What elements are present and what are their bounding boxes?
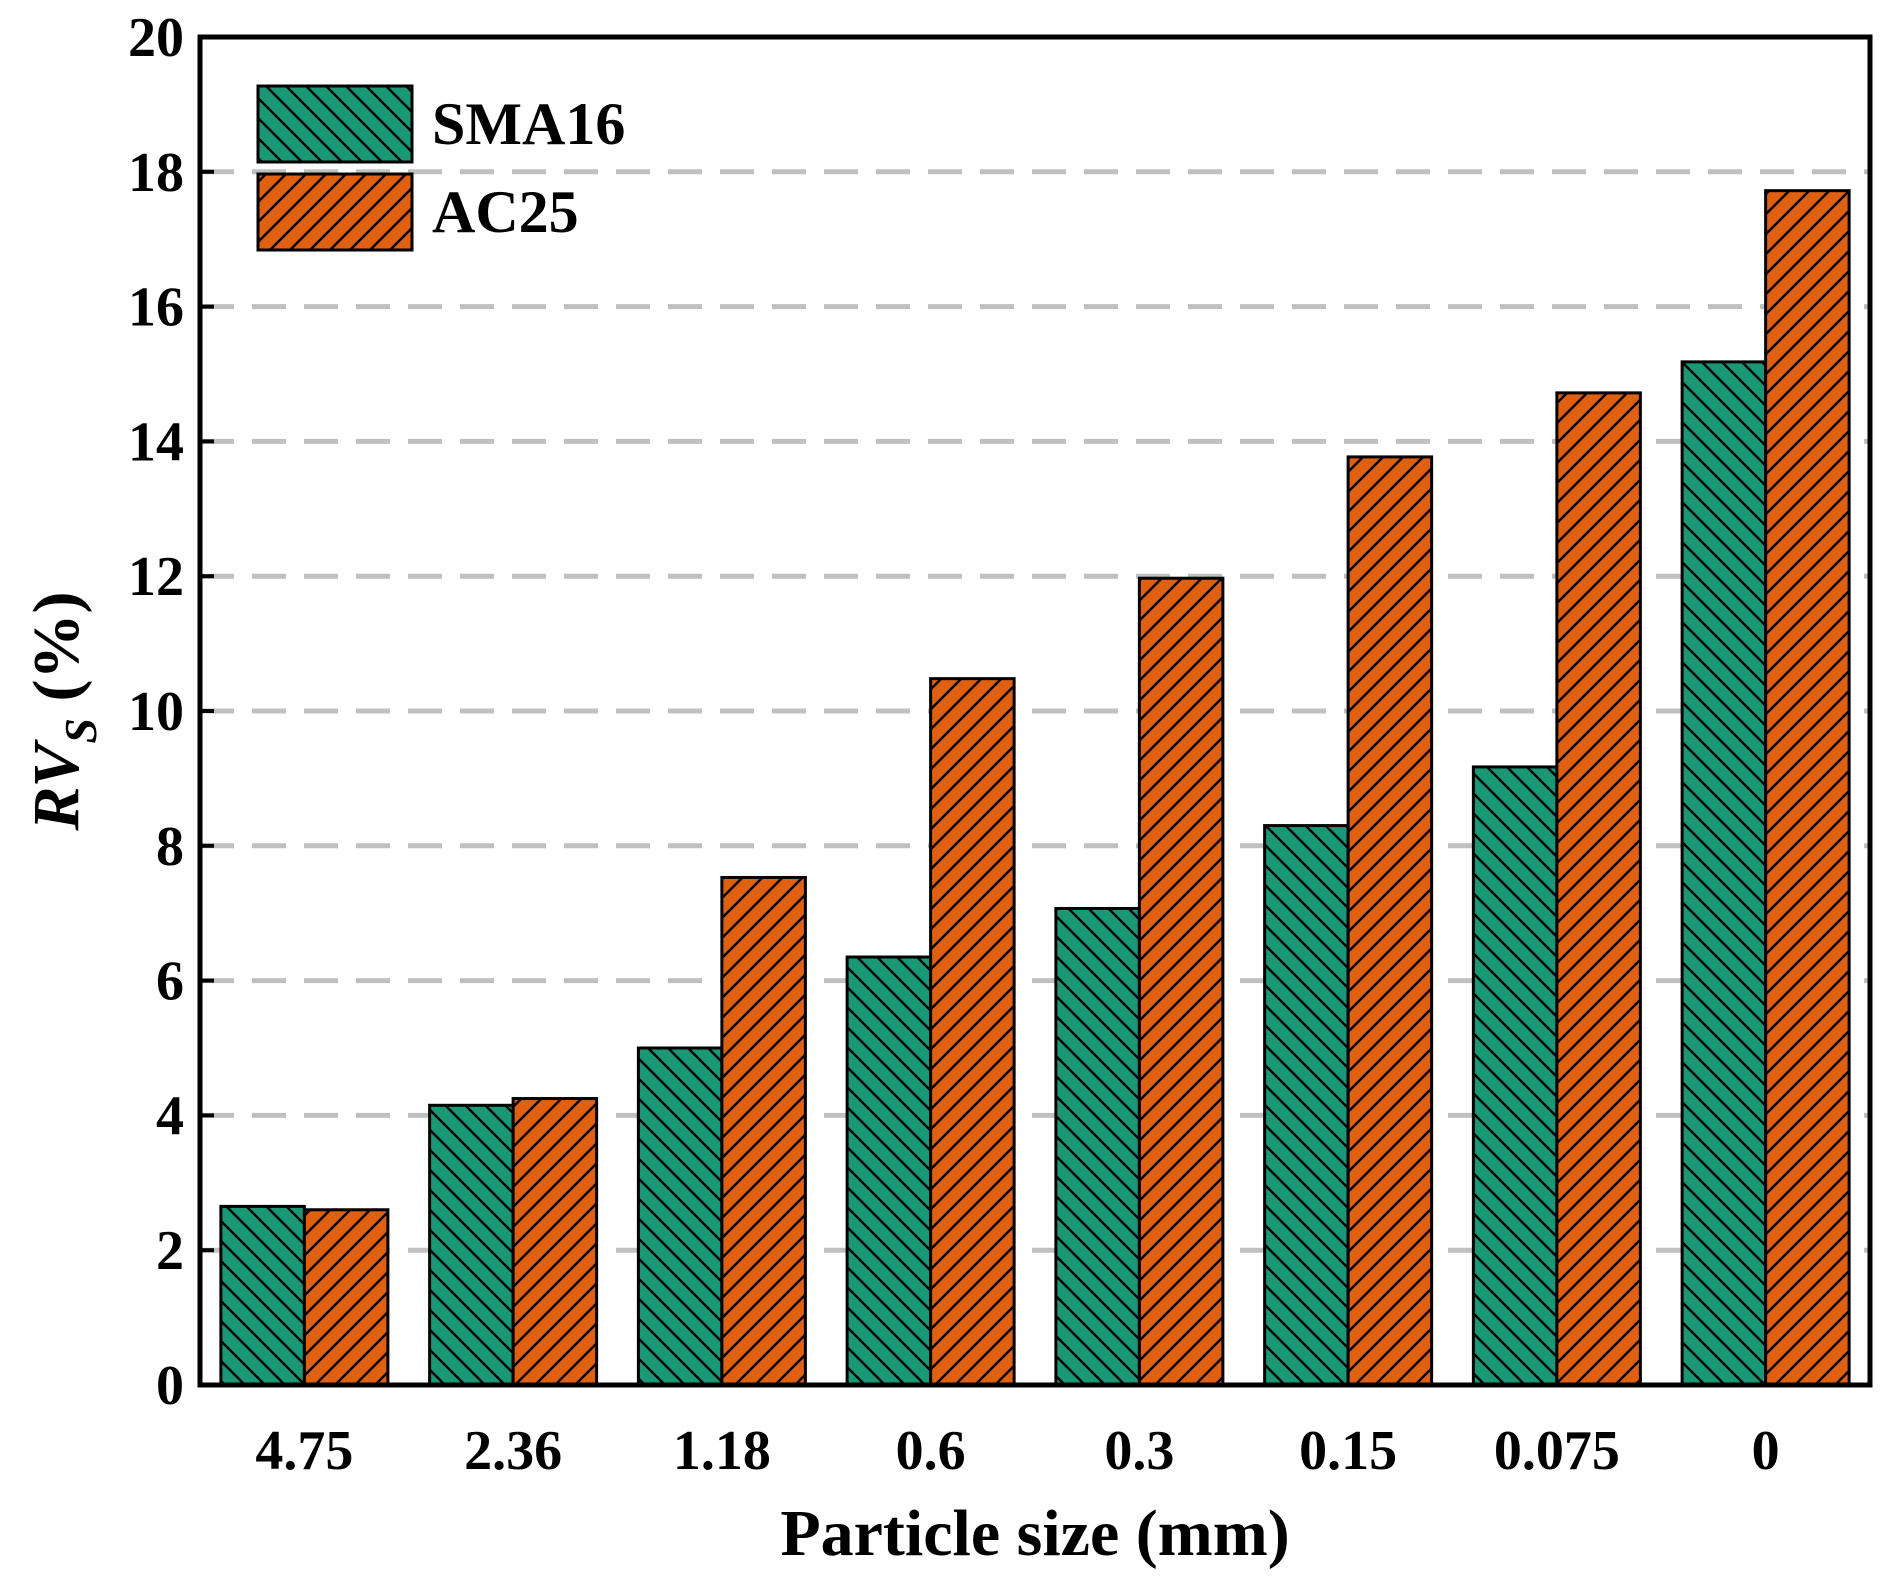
bar-SMA16-1.18: [636, 1046, 724, 1387]
y-axis-ticks: 0 2 4 6 8 10 12 14 16 18 20: [128, 7, 214, 1417]
y-tick-label-20: 20: [128, 7, 184, 69]
bar-AC25-0: [1764, 189, 1851, 1387]
y-tick-label-18: 18: [128, 142, 184, 204]
bar-AC25-0.3: [1137, 576, 1225, 1387]
bar-AC25-0.15: [1346, 455, 1434, 1387]
y-axis-title: RVS (%): [20, 592, 106, 832]
y-axis-title-subscript: S: [55, 718, 106, 744]
y-tick-label-6: 6: [156, 951, 184, 1013]
x-tick-label-0.075: 0.075: [1494, 1420, 1620, 1482]
legend-swatch-AC25: [256, 172, 414, 252]
bar-SMA16-0.075: [1471, 765, 1559, 1387]
bar-SMA16-0.6: [845, 955, 933, 1387]
bar-SMA16-0.15: [1263, 824, 1350, 1387]
bar-SMA16-2.36: [428, 1103, 515, 1387]
bars: [219, 189, 1851, 1387]
x-tick-label-2.36: 2.36: [464, 1420, 562, 1482]
y-tick-label-4: 4: [156, 1085, 184, 1147]
bar-AC25-1.18: [720, 875, 807, 1387]
legend-label-AC25: AC25: [432, 179, 579, 245]
bar-AC25-0.6: [929, 677, 1016, 1387]
y-tick-label-2: 2: [156, 1220, 184, 1282]
y-tick-label-16: 16: [128, 277, 184, 339]
bar-AC25-2.36: [511, 1097, 599, 1387]
y-tick-label-14: 14: [128, 411, 184, 473]
bar-SMA16-4.75: [219, 1204, 306, 1387]
x-tick-label-0.15: 0.15: [1299, 1420, 1397, 1482]
x-tick-label-1.18: 1.18: [673, 1420, 771, 1482]
y-axis-title-suffix: (%): [20, 592, 93, 718]
y-tick-label-10: 10: [128, 681, 184, 743]
bar-SMA16-0: [1680, 360, 1768, 1387]
bar-SMA16-0.3: [1054, 906, 1141, 1387]
bar-AC25-0.075: [1555, 391, 1642, 1387]
x-tick-label-4.75: 4.75: [255, 1420, 353, 1482]
x-tick-label-0.6: 0.6: [896, 1420, 966, 1482]
y-tick-label-12: 12: [128, 546, 184, 608]
y-tick-label-8: 8: [156, 816, 184, 878]
x-axis-ticks: 4.75 2.36 1.18 0.6 0.3 0.15 0.075 0: [255, 1420, 1779, 1482]
legend-label-SMA16: SMA16: [432, 91, 625, 157]
legend: SMA16 AC25: [256, 84, 625, 252]
x-axis-title: Particle size (mm): [780, 1497, 1289, 1570]
x-tick-label-0: 0: [1752, 1420, 1780, 1482]
bar-AC25-4.75: [302, 1208, 390, 1387]
x-tick-label-0.3: 0.3: [1104, 1420, 1174, 1482]
y-tick-label-0: 0: [156, 1355, 184, 1417]
y-axis-title-main: RV: [20, 739, 93, 832]
legend-swatch-SMA16: [256, 84, 414, 164]
